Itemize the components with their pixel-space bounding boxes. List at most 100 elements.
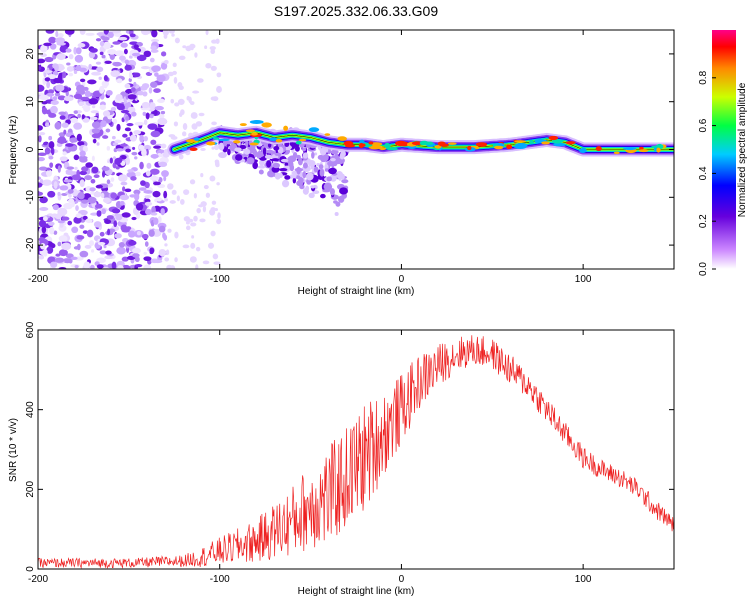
- noise-blob: [49, 226, 55, 235]
- noise-blob: [72, 188, 79, 197]
- noise-blob: [112, 118, 118, 125]
- noise-blob: [143, 144, 152, 151]
- noise-blob: [118, 50, 122, 55]
- noise-blob: [50, 261, 58, 268]
- noise-blob: [116, 246, 126, 255]
- noise-blob: [125, 116, 130, 121]
- scatter-blob: [218, 151, 227, 159]
- noise-blob: [58, 249, 68, 257]
- noise-blob: [63, 179, 73, 183]
- noise-blob: [160, 208, 165, 216]
- noise-blob: [141, 233, 149, 240]
- noise-blob: [91, 155, 95, 162]
- scatter-blob: [292, 177, 297, 184]
- scatter-blob: [280, 158, 289, 163]
- ridge-hotspot: [434, 145, 442, 149]
- noise-blob: [46, 246, 54, 254]
- noise-blob: [67, 189, 74, 194]
- noise-blob: [66, 166, 75, 170]
- noise-blob: [65, 30, 75, 34]
- scatter-blob: [259, 159, 265, 166]
- noise-blob: [38, 152, 47, 157]
- noise-blob: [109, 53, 116, 60]
- noise-blob: [62, 151, 67, 156]
- scatter-blob: [313, 166, 319, 173]
- scatter-blob: [294, 167, 304, 172]
- noise-blob: [54, 257, 65, 263]
- noise-blob: [42, 216, 48, 222]
- noise-blob: [174, 102, 180, 107]
- noise-blob: [43, 142, 48, 146]
- noise-blob: [153, 88, 161, 93]
- scatter-blob: [262, 147, 267, 156]
- noise-blob: [139, 134, 145, 143]
- noise-blob: [150, 130, 161, 138]
- noise-blob: [171, 189, 177, 195]
- noise-blob: [115, 166, 120, 170]
- scatter-blob: [274, 152, 282, 156]
- snr-xtick-label: -100: [210, 574, 230, 585]
- ridge-hotspot: [295, 140, 302, 145]
- noise-blob: [163, 34, 168, 39]
- noise-blob: [119, 200, 125, 206]
- ridge-hotspot: [251, 132, 259, 136]
- noise-blob: [87, 196, 97, 204]
- noise-blob: [99, 40, 105, 47]
- ridge-hotspot: [395, 140, 407, 147]
- noise-blob: [83, 261, 91, 269]
- noise-blob: [84, 175, 93, 181]
- ridge-hotspot: [551, 139, 564, 144]
- noise-blob: [134, 121, 145, 126]
- noise-blob: [97, 242, 106, 246]
- noise-blob: [56, 38, 65, 42]
- ridge-hotspot: [261, 122, 272, 128]
- noise-blob: [144, 181, 150, 189]
- noise-blob: [131, 111, 137, 117]
- noise-blob: [174, 257, 178, 263]
- noise-blob: [144, 201, 153, 206]
- noise-blob: [140, 107, 151, 111]
- scatter-blob: [272, 162, 281, 169]
- noise-blob: [96, 142, 100, 146]
- noise-blob: [120, 143, 128, 147]
- ridge-hotspot: [656, 147, 661, 153]
- noise-blob: [191, 235, 195, 239]
- noise-blob: [146, 162, 152, 169]
- noise-blob: [46, 81, 51, 89]
- noise-blob: [124, 59, 130, 65]
- noise-blob: [54, 63, 59, 72]
- scatter-blob: [244, 148, 251, 155]
- noise-blob: [174, 37, 180, 44]
- noise-blob: [89, 47, 98, 53]
- noise-blob: [214, 208, 219, 212]
- colorbar-tick-label: 0.8: [698, 70, 709, 84]
- noise-blob: [101, 266, 109, 269]
- noise-blob: [129, 33, 136, 38]
- noise-blob: [101, 166, 110, 171]
- noise-blob: [180, 109, 185, 116]
- noise-blob: [123, 48, 128, 55]
- noise-blob: [39, 132, 46, 136]
- noise-blob: [162, 152, 170, 158]
- noise-blob: [43, 42, 52, 47]
- scatter-blob: [253, 150, 258, 158]
- noise-blob: [79, 224, 85, 229]
- scatter-blob: [339, 187, 349, 195]
- noise-blob: [48, 135, 53, 141]
- noise-blob: [105, 90, 113, 96]
- scatter-blob: [318, 164, 324, 170]
- noise-blob: [212, 96, 219, 102]
- ridge-hotspot: [579, 148, 587, 153]
- noise-blob: [132, 146, 136, 150]
- noise-blob: [79, 150, 86, 157]
- noise-blob: [99, 231, 105, 237]
- noise-blob: [101, 170, 106, 178]
- noise-blob: [44, 122, 50, 127]
- noise-blob: [80, 96, 90, 101]
- noise-blob: [147, 123, 158, 130]
- noise-blob: [76, 235, 85, 240]
- snr-xtick-label: 100: [575, 574, 592, 585]
- scatter-blob: [257, 165, 266, 169]
- noise-blob: [96, 66, 104, 73]
- noise-blob: [61, 216, 70, 221]
